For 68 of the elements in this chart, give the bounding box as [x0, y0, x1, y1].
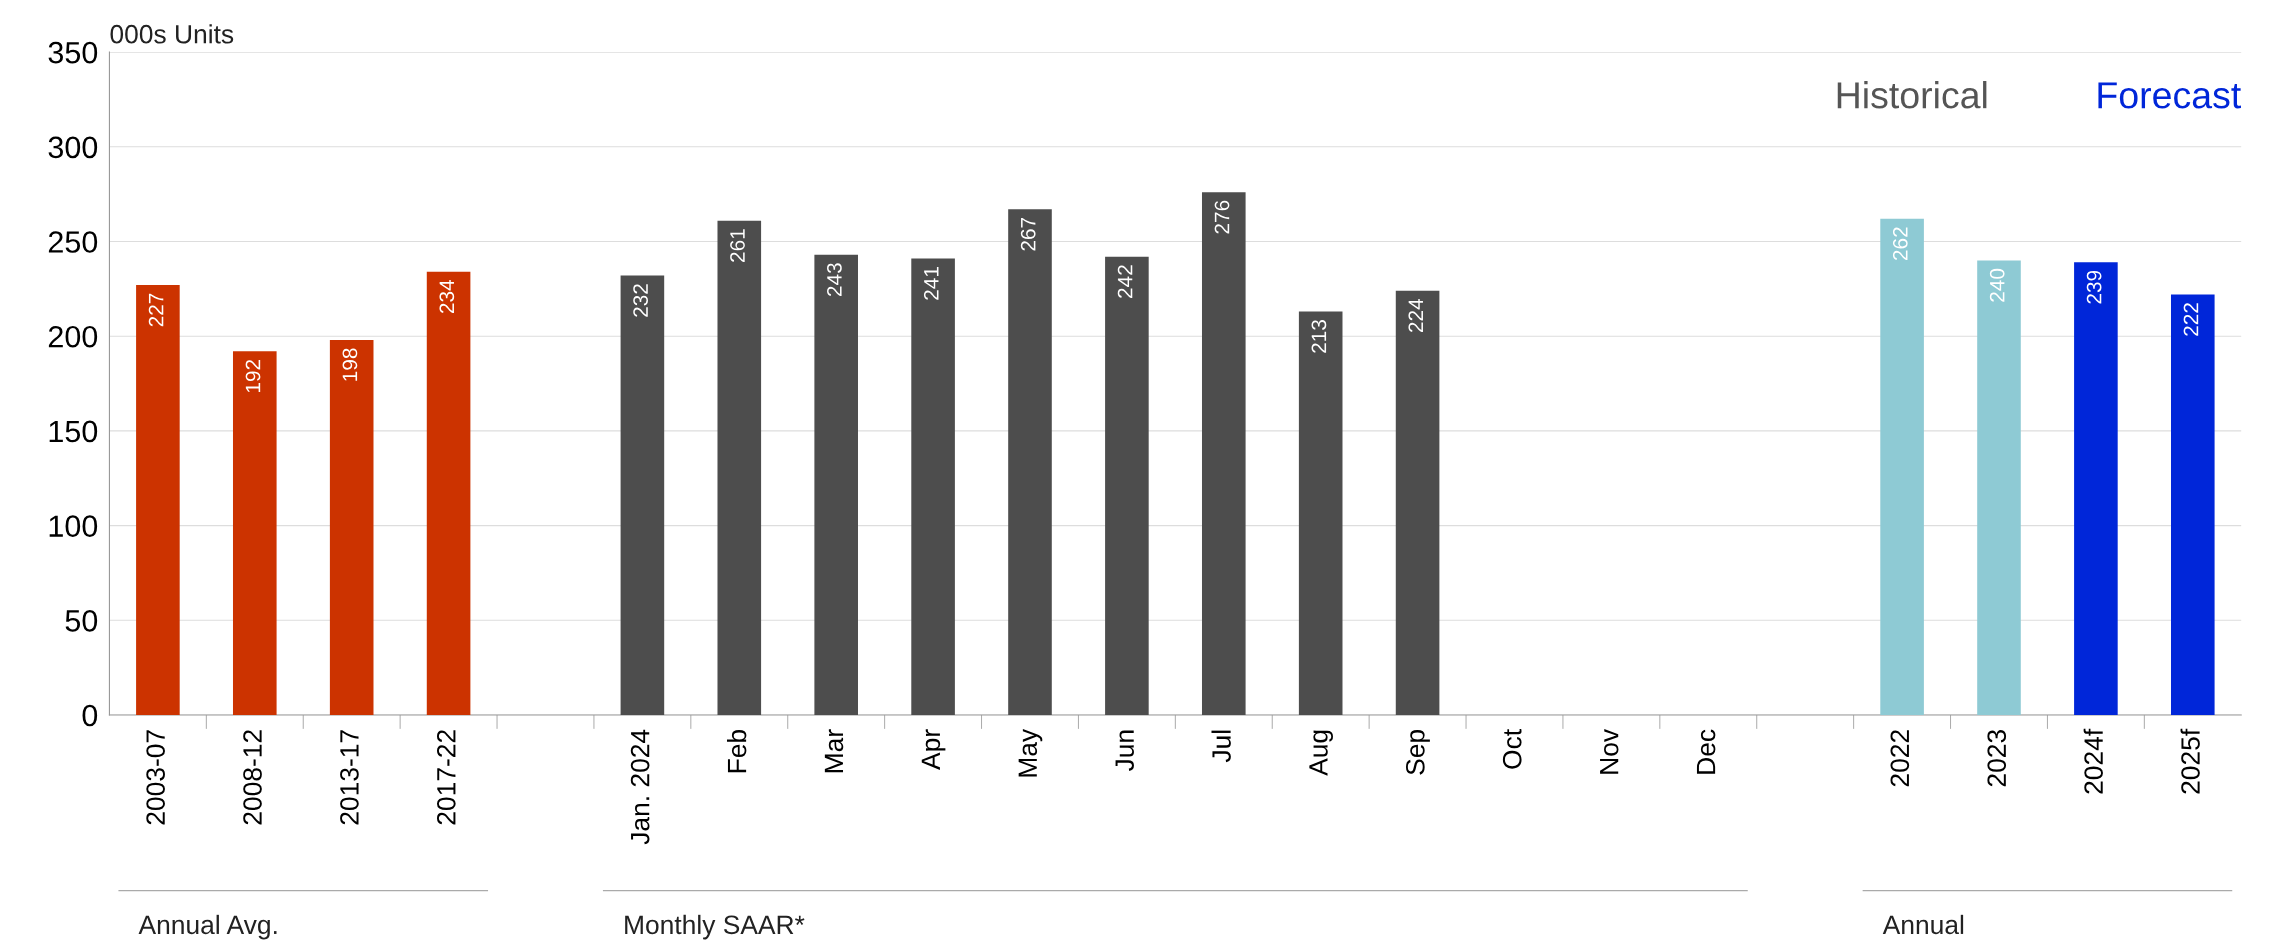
data-label: 241 — [923, 267, 939, 300]
x-tick-label: Apr — [921, 729, 946, 770]
x-tick-label: Aug — [1309, 730, 1333, 776]
bar — [329, 339, 374, 715]
x-tick-label: 2008-12 — [243, 730, 262, 825]
y-tick-label: 50 — [65, 610, 98, 632]
bar — [1880, 218, 1924, 715]
y-tick-label: 150 — [49, 420, 98, 443]
y-axis-title: 000s Units — [110, 24, 234, 44]
y-tick-label: 0 — [82, 704, 98, 727]
x-tick-label: 2023 — [1987, 730, 2007, 787]
data-label: 224 — [1408, 298, 1423, 333]
data-label: 243 — [827, 263, 842, 297]
bar — [1201, 192, 1246, 715]
bar — [717, 220, 762, 715]
x-tick-label: Sep — [1405, 729, 1430, 775]
data-label: 276 — [1214, 200, 1230, 234]
x-tick-label: May — [1018, 728, 1043, 777]
bar — [911, 258, 955, 715]
x-tick-label: Feb — [726, 729, 747, 773]
x-tick-label: 2025f — [2180, 728, 2200, 794]
x-tick-label: 2022 — [1890, 730, 1910, 787]
bar — [814, 254, 858, 715]
bar — [136, 285, 180, 715]
data-label: 192 — [245, 359, 261, 393]
bar — [1977, 260, 2021, 715]
x-tick-label: 2024f — [2083, 728, 2103, 794]
bar — [232, 351, 277, 715]
y-tick-label: 300 — [48, 136, 98, 159]
x-tick-label: 2003-07 — [146, 730, 165, 825]
text: Annual Avg. — [138, 914, 277, 940]
x-tick-label: Dec — [1696, 729, 1716, 774]
data-label: 239 — [2086, 270, 2102, 304]
data-label: 267 — [1020, 217, 1036, 251]
y-tick-label: 100 — [49, 515, 98, 537]
data-label: 222 — [2183, 303, 2199, 336]
data-label: 261 — [730, 229, 745, 262]
y-tick-label: 250 — [48, 231, 98, 253]
bar — [426, 271, 471, 715]
bar — [1008, 209, 1052, 715]
x-tick-label: 2017-22 — [436, 730, 456, 825]
x-tick-label: Jan. 2024 — [630, 729, 650, 845]
x-tick-label: Mar — [824, 729, 844, 773]
bar — [1395, 290, 1440, 715]
x-tick-label: Jun — [1115, 730, 1134, 772]
data-label: 232 — [633, 284, 648, 317]
annotation: Forecast — [2098, 82, 2241, 109]
x-tick-label: 2013-17 — [340, 730, 359, 825]
bar — [2074, 262, 2118, 715]
x-tick-label: Oct — [1502, 729, 1522, 769]
y-tick-label: 350 — [48, 41, 98, 64]
bar — [620, 275, 665, 715]
data-label: 242 — [1117, 265, 1133, 298]
data-label: 198 — [342, 348, 358, 381]
data-label: 240 — [1989, 268, 2005, 302]
y-tick-label: 200 — [48, 325, 98, 348]
data-label: 262 — [1892, 227, 1908, 261]
data-label: 227 — [148, 293, 164, 327]
annotation: Historical — [1837, 81, 1987, 109]
text: Monthly SAAR* — [625, 914, 805, 940]
bar — [1105, 256, 1149, 715]
data-label: 213 — [1311, 320, 1327, 353]
bar — [1298, 311, 1343, 715]
text: Annual — [1882, 914, 1964, 935]
bar — [2170, 294, 2215, 715]
data-label: 234 — [439, 279, 455, 314]
x-tick-label: Jul — [1211, 730, 1231, 763]
x-tick-label: Nov — [1600, 728, 1619, 774]
